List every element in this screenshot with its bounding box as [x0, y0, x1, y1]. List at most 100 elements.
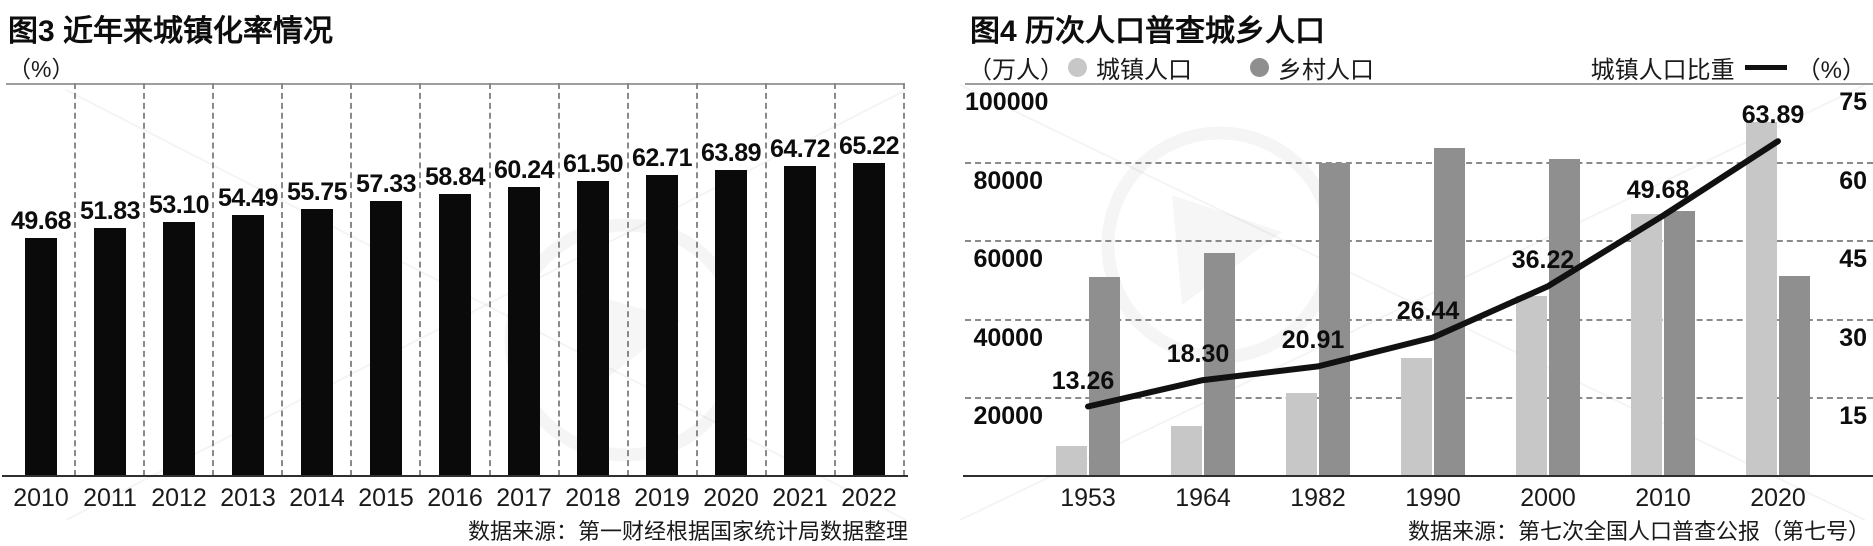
- x-tick-label: 1990: [1405, 484, 1461, 512]
- urbanization-rate-bar: [577, 181, 609, 476]
- urbanization-rate-bar: [646, 175, 678, 476]
- rural-population-bar: [1549, 159, 1580, 476]
- rural-population-bar: [1779, 276, 1810, 476]
- x-tick-label: 1982: [1290, 484, 1346, 512]
- urban-population-bar: [1746, 122, 1777, 476]
- gridline: [965, 319, 1873, 321]
- x-tick-label: 1953: [1060, 484, 1116, 512]
- grid-separator: [281, 83, 283, 476]
- right-axis-tick-label: 45: [1839, 245, 1867, 273]
- bar-value-label: 57.33: [355, 170, 417, 198]
- share-value-label: 20.91: [1281, 326, 1345, 354]
- bar-value-label: 60.24: [493, 156, 555, 184]
- right-axis-tick-label: 60: [1839, 167, 1867, 195]
- plot-top-frame: [965, 83, 1873, 85]
- x-tick-label: 1964: [1175, 484, 1231, 512]
- grid-separator: [143, 83, 145, 476]
- x-tick-label: 2021: [772, 484, 828, 512]
- urbanization-rate-bar: [25, 238, 57, 476]
- gridline: [965, 162, 1873, 164]
- x-tick-label: 2016: [427, 484, 483, 512]
- urban-population-bar: [1056, 446, 1087, 476]
- grid-separator: [696, 83, 698, 476]
- rural-population-bar: [1434, 148, 1465, 476]
- figure4-source-note: 数据来源：第七次全国人口普查公报（第七号）: [1407, 519, 1870, 544]
- share-value-label: 13.26: [1051, 367, 1115, 395]
- x-tick-label: 2022: [841, 484, 897, 512]
- left-axis-tick-label: 60000: [973, 245, 1043, 273]
- left-axis-tick-label: 100000: [965, 88, 1049, 116]
- x-tick-label: 2020: [1750, 484, 1806, 512]
- x-tick-label: 2017: [496, 484, 552, 512]
- bar-value-label: 61.50: [562, 150, 624, 178]
- urbanization-rate-bar: [508, 187, 540, 476]
- figure4-legend-right: 城镇人口比重 （%）: [1591, 50, 1866, 85]
- figure3-plot-area: 49.68 2010 51.83 2011 53.10 2012 54.49 2013 55.7…: [2, 0, 908, 546]
- urbanization-rate-bar: [163, 222, 195, 476]
- urban-population-bar: [1516, 296, 1547, 476]
- share-value-label: 63.89: [1741, 101, 1805, 129]
- right-axis-tick-label: 15: [1839, 402, 1867, 430]
- rural-population-bar: [1664, 211, 1695, 476]
- figure3-y-unit-label: （%）: [8, 56, 75, 82]
- legend-rural-swatch: [1250, 58, 1269, 77]
- x-axis-baseline: [963, 475, 1873, 477]
- grid-separator: [765, 83, 767, 476]
- share-value-label: 49.68: [1626, 176, 1690, 204]
- bar-value-label: 54.49: [217, 184, 279, 212]
- figure4-y-unit-right-label: （%）: [1796, 57, 1866, 84]
- bar-value-label: 63.89: [700, 139, 762, 167]
- urbanization-rate-bar: [784, 166, 816, 476]
- legend-share-line-swatch: [1744, 65, 1787, 70]
- grid-separator: [350, 83, 352, 476]
- x-tick-label: 2015: [358, 484, 414, 512]
- bar-value-label: 49.68: [10, 207, 72, 235]
- left-axis-tick-label: 20000: [973, 402, 1043, 430]
- grid-separator: [558, 83, 560, 476]
- x-tick-label: 2018: [565, 484, 621, 512]
- rural-population-bar: [1089, 277, 1120, 476]
- plot-top-frame: [6, 83, 904, 85]
- x-tick-label: 2013: [220, 484, 276, 512]
- grid-separator: [74, 83, 76, 476]
- urbanization-rate-bar: [853, 163, 885, 476]
- figure4-census-population-chart: 图4 历次人口普查城乡人口 （万人） 城镇人口 乡村人口 城镇人口比重 （%） …: [920, 0, 1873, 546]
- urbanization-rate-bar: [715, 170, 747, 476]
- bar-value-label: 51.83: [79, 197, 141, 225]
- legend-urban-label: 城镇人口: [1096, 57, 1192, 84]
- bar-value-label: 55.75: [286, 178, 348, 206]
- bar-value-label: 62.71: [631, 144, 693, 172]
- grid-separator: [627, 83, 629, 476]
- figure4-y-unit-left-label: （万人）: [968, 57, 1064, 84]
- urbanization-rate-bar: [370, 201, 402, 476]
- x-tick-label: 2020: [703, 484, 759, 512]
- x-axis-baseline: [2, 475, 908, 477]
- urbanization-rate-bar: [301, 209, 333, 476]
- x-tick-label: 2019: [634, 484, 690, 512]
- x-tick-label: 2000: [1520, 484, 1576, 512]
- urbanization-rate-bar: [94, 228, 126, 476]
- figure4-title: 图4 历次人口普查城乡人口: [970, 15, 1326, 48]
- x-tick-label: 2012: [151, 484, 207, 512]
- left-axis-tick-label: 40000: [973, 324, 1043, 352]
- figure4-plot-area: 100000 80000 60000 40000 20000 75 60 45 30 15 1953…: [920, 0, 1873, 546]
- x-tick-label: 2014: [289, 484, 345, 512]
- grid-separator: [212, 83, 214, 476]
- legend-rural-label: 乡村人口: [1278, 57, 1374, 84]
- bar-value-label: 64.72: [769, 135, 831, 163]
- legend-urban-swatch: [1068, 58, 1087, 77]
- rural-population-bar: [1319, 163, 1350, 476]
- urban-share-line: [1085, 138, 1781, 410]
- legend-share-label: 城镇人口比重: [1590, 57, 1735, 84]
- grid-separator: [903, 83, 905, 476]
- grid-separator: [489, 83, 491, 476]
- x-tick-label: 2010: [1635, 484, 1691, 512]
- bar-value-label: 65.22: [838, 132, 900, 160]
- right-axis-tick-label: 75: [1839, 88, 1867, 116]
- urbanization-rate-bar: [232, 215, 264, 476]
- share-value-label: 18.30: [1166, 340, 1230, 368]
- grid-separator: [834, 83, 836, 476]
- x-tick-label: 2011: [83, 484, 137, 512]
- rural-population-bar: [1204, 253, 1235, 476]
